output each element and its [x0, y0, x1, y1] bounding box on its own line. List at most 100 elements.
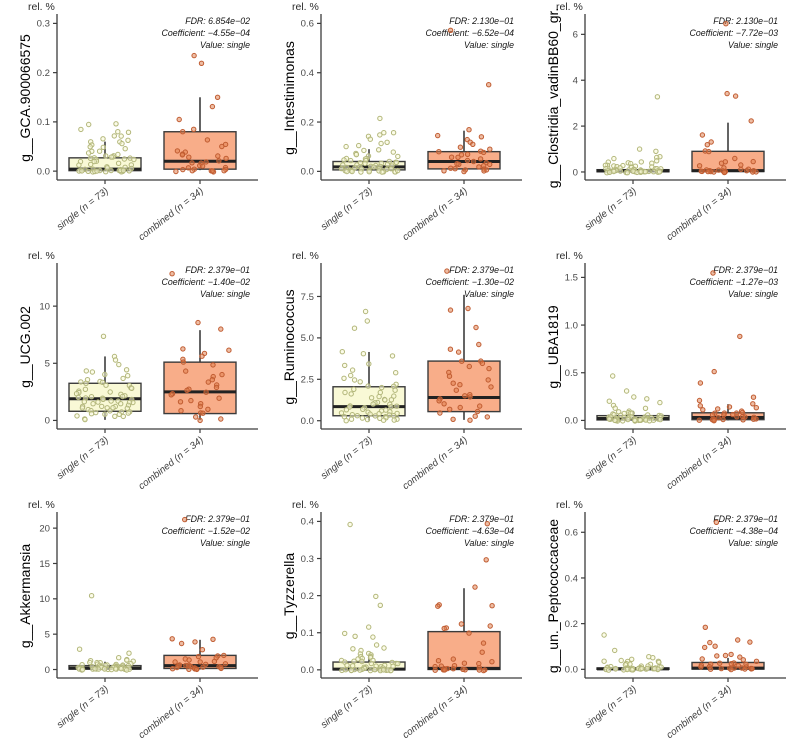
jitter-points-single	[338, 115, 401, 175]
data-point	[480, 640, 487, 646]
jitter-points-combined	[696, 270, 760, 424]
annotation-fdr: FDR: 2.379e−01	[449, 514, 514, 524]
y-axis-title: g__Clostridia_vadinBB60_gr.	[545, 8, 561, 189]
data-point	[129, 385, 135, 392]
data-point	[222, 661, 229, 667]
x-tick-label: single (n = 73)	[55, 435, 111, 482]
data-point	[437, 410, 443, 416]
x-tick-label: single (n = 73)	[319, 186, 375, 233]
data-point	[447, 346, 454, 352]
data-point	[209, 168, 216, 174]
data-point	[728, 666, 734, 673]
data-point	[359, 415, 366, 421]
panel-chart: 0.0 0.1 0.2 0.3 single (n = 73) combined (n =…	[17, 1, 258, 243]
data-point	[119, 393, 126, 400]
data-point	[169, 271, 175, 277]
data-point	[638, 159, 645, 165]
data-point	[107, 389, 113, 395]
data-point	[172, 659, 178, 665]
data-point	[455, 349, 462, 355]
data-point	[447, 307, 454, 313]
data-point	[199, 353, 205, 359]
data-point	[371, 164, 377, 170]
data-point	[199, 647, 206, 653]
data-point	[184, 387, 190, 394]
annotation-value: Value: single	[200, 538, 250, 548]
x-tick-label: single (n = 73)	[319, 435, 375, 482]
data-point	[642, 169, 649, 175]
data-point	[351, 658, 357, 664]
data-point	[88, 593, 95, 599]
data-point	[698, 168, 705, 174]
data-point	[108, 666, 115, 673]
data-point	[657, 399, 663, 406]
boxplot-panel: 0.0 0.1 0.2 0.3 single (n = 73) combined (n =…	[0, 0, 264, 249]
data-point	[360, 351, 367, 357]
data-point	[205, 379, 212, 385]
y-tick-label: 6	[573, 30, 578, 41]
data-point	[209, 103, 216, 110]
data-point	[365, 383, 371, 389]
data-point	[478, 134, 485, 140]
data-point	[726, 404, 733, 410]
data-point	[116, 655, 122, 661]
data-point	[467, 417, 473, 423]
data-point	[481, 168, 487, 174]
data-point	[732, 155, 738, 162]
data-point	[188, 397, 194, 404]
data-point	[95, 399, 101, 405]
data-point	[364, 318, 371, 324]
data-point	[75, 394, 82, 401]
data-point	[99, 379, 106, 386]
data-point	[620, 418, 626, 424]
data-point	[213, 384, 220, 391]
data-point	[448, 154, 455, 160]
data-point	[710, 270, 716, 276]
data-point	[118, 666, 124, 672]
data-point	[357, 667, 363, 673]
data-point	[131, 156, 137, 163]
data-point	[724, 90, 730, 97]
data-point	[706, 148, 712, 155]
data-point	[195, 319, 201, 326]
jitter-points-single	[601, 632, 664, 673]
data-point	[192, 639, 198, 645]
data-point	[646, 418, 653, 424]
data-point	[118, 133, 124, 139]
data-point	[457, 382, 463, 388]
data-point	[389, 353, 396, 359]
data-point	[612, 405, 618, 411]
y-tick-label: 0.0	[37, 166, 50, 177]
boxplot-panel: 0 5 10 single (n = 73) combined (n = 34) rel.…	[0, 249, 264, 498]
data-point	[732, 93, 739, 99]
panel-chart: 0.0 0.2 0.4 0.6 single (n = 73) combined (n =…	[281, 1, 522, 243]
y-axis-unit-label: rel. %	[28, 1, 55, 13]
data-point	[617, 168, 624, 174]
data-point	[472, 584, 478, 590]
y-tick-label: 0.2	[301, 591, 314, 602]
data-point	[454, 161, 460, 167]
data-point	[644, 396, 650, 402]
data-point	[390, 663, 396, 669]
annotation-fdr: FDR: 2.130e−01	[449, 16, 514, 26]
data-point	[657, 416, 664, 423]
y-tick-label: 0.0	[301, 665, 314, 676]
data-point	[444, 268, 450, 274]
data-point	[734, 414, 740, 420]
data-point	[83, 380, 89, 387]
data-point	[352, 165, 358, 171]
x-tick-label: combined (n = 34)	[137, 435, 206, 492]
data-point	[436, 398, 442, 404]
data-point	[441, 625, 447, 632]
y-tick-label: 1.0	[565, 320, 578, 331]
data-point	[656, 169, 663, 175]
annotation-coefficient: Coefficient: −1.27e−03	[689, 277, 778, 287]
data-point	[480, 667, 487, 674]
data-point	[448, 165, 454, 171]
annotation-fdr: FDR: 2.379e−01	[713, 265, 778, 275]
data-point	[605, 667, 612, 673]
data-point	[122, 146, 128, 152]
data-point	[205, 406, 211, 413]
data-point	[362, 160, 368, 167]
